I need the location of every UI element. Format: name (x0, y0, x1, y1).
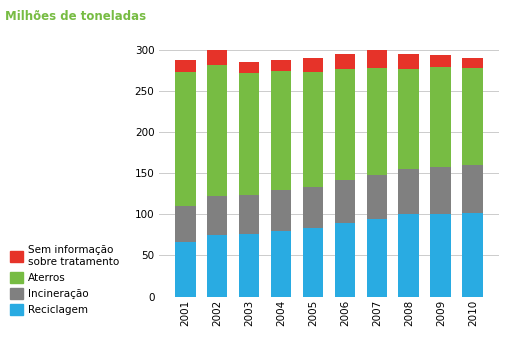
Bar (238, 62, 260, 73)
Bar (335, 223, 355, 297)
Bar (463, 213, 483, 297)
Bar (238, 195, 260, 234)
Bar (398, 169, 419, 214)
Bar (175, 72, 195, 206)
Bar (271, 190, 291, 231)
Bar (463, 58, 483, 68)
Bar (430, 214, 451, 297)
Bar (207, 235, 228, 297)
Bar (430, 167, 451, 214)
Text: Milhões de toneladas: Milhões de toneladas (5, 10, 146, 23)
Bar (366, 50, 387, 68)
Bar (271, 231, 291, 297)
Bar (303, 228, 323, 297)
Bar (207, 196, 228, 235)
Legend: Sem informação
sobre tratamento, Aterros, Incineração, Reciclagem: Sem informação sobre tratamento, Aterros… (10, 245, 119, 315)
Bar (366, 68, 387, 175)
Bar (271, 60, 291, 71)
Bar (238, 234, 260, 297)
Bar (430, 67, 451, 167)
Bar (366, 175, 387, 218)
Bar (303, 187, 323, 228)
Bar (366, 218, 387, 297)
Bar (335, 54, 355, 69)
Bar (303, 58, 323, 72)
Bar (463, 165, 483, 213)
Bar (398, 54, 419, 69)
Bar (238, 73, 260, 195)
Bar (335, 69, 355, 180)
Bar (463, 68, 483, 165)
Bar (335, 180, 355, 223)
Bar (175, 60, 195, 72)
Bar (398, 214, 419, 297)
Bar (175, 242, 195, 297)
Bar (430, 55, 451, 67)
Bar (398, 69, 419, 169)
Bar (207, 65, 228, 196)
Bar (175, 206, 195, 242)
Bar (271, 71, 291, 190)
Bar (207, 50, 228, 65)
Bar (303, 72, 323, 187)
